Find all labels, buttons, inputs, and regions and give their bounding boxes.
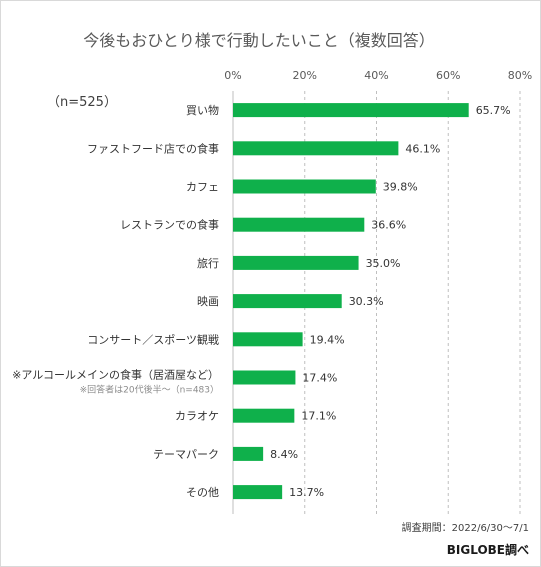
bar-value-label: 13.7% — [289, 486, 324, 499]
bar-value-label: 35.0% — [366, 257, 401, 270]
x-tick-label: 20% — [293, 69, 317, 82]
x-tick-label: 80% — [508, 69, 532, 82]
x-tick-label: 60% — [436, 69, 460, 82]
bar — [233, 370, 296, 385]
bar — [233, 179, 376, 194]
category-label: 映画 — [197, 295, 219, 308]
bar-value-label: 17.1% — [301, 410, 336, 423]
bar — [233, 446, 264, 461]
survey-period: 調査期間：2022/6/30～7/1 — [402, 521, 529, 534]
bars — [233, 103, 469, 500]
bar — [233, 217, 365, 232]
bar-value-label: 46.1% — [405, 142, 440, 155]
sample-size-label: （n=525） — [47, 95, 117, 110]
bar — [233, 294, 342, 309]
category-label: カラオケ — [175, 410, 219, 423]
category-label: 旅行 — [197, 256, 219, 270]
bar-value-label: 36.6% — [371, 219, 406, 232]
x-tick-label: 40% — [364, 69, 388, 82]
source-credit: BIGLOBE調べ — [447, 542, 529, 557]
bar-value-label: 19.4% — [310, 333, 345, 346]
category-label: ファストフード店での食事 — [87, 141, 219, 155]
value-labels: 65.7% 46.1% 39.8% 36.6% 35.0% 30.3% 19.4% 17.4%… — [270, 104, 511, 499]
bar — [233, 141, 399, 156]
bar-value-label: 17.4% — [302, 372, 337, 385]
category-label: 買い物 — [186, 103, 219, 117]
bar-value-label: 8.4% — [270, 448, 298, 461]
bar — [233, 103, 469, 118]
x-axis-ticks: 0% 20% 40% 60% 80% — [224, 69, 532, 82]
category-label: レストランでの食事 — [120, 218, 219, 232]
bar — [233, 332, 303, 347]
bar — [233, 255, 359, 270]
x-tick-label: 0% — [224, 69, 241, 82]
category-labels: 買い物ファストフード店での食事カフェレストランでの食事旅行映画コンサート／スポー… — [12, 103, 219, 499]
category-label: ※アルコールメインの食事（居酒屋など） — [12, 368, 219, 382]
category-label: その他 — [186, 486, 219, 499]
bar — [233, 408, 295, 423]
bar-value-label: 30.3% — [349, 295, 384, 308]
bar-value-label: 65.7% — [476, 104, 511, 117]
category-note: ※回答者は20代後半～（n=483） — [80, 384, 219, 396]
bar — [233, 485, 283, 500]
chart-title: 今後もおひとり様で行動したいこと（複数回答） — [83, 31, 435, 50]
category-label: カフェ — [186, 181, 219, 194]
category-label: テーマパーク — [153, 448, 219, 461]
bar-value-label: 39.8% — [383, 181, 418, 194]
category-label: コンサート／スポーツ観戦 — [87, 332, 219, 346]
